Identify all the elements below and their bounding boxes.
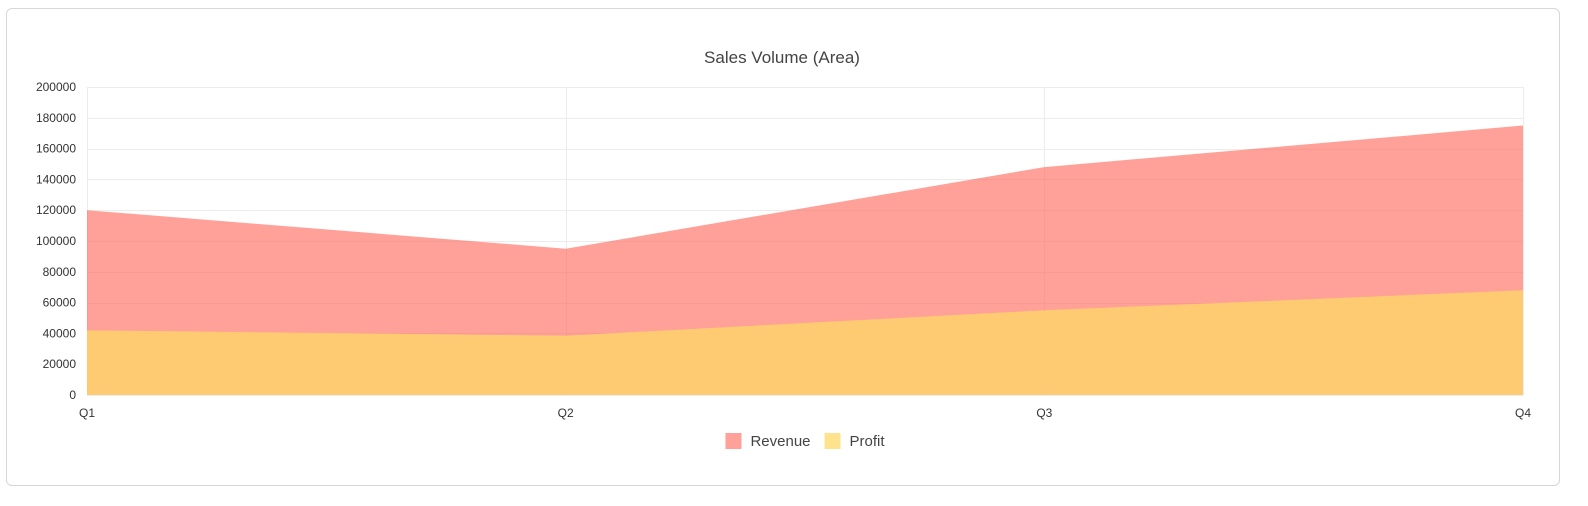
x-tick-label: Q4 (1515, 406, 1531, 420)
y-tick-label: 20000 (43, 357, 77, 371)
chart-legend[interactable]: Revenue Profit (725, 433, 885, 450)
legend-item-profit[interactable]: Profit (824, 433, 886, 450)
data-point-revenue[interactable] (1041, 164, 1047, 170)
x-tick-label: Q2 (558, 406, 574, 420)
data-point-revenue[interactable] (563, 246, 569, 252)
legend-label: Revenue (750, 433, 810, 450)
data-point-revenue[interactable] (1520, 123, 1526, 129)
y-tick-label: 80000 (43, 265, 77, 279)
data-point-profit[interactable] (84, 327, 90, 333)
y-tick-label: 140000 (36, 172, 76, 186)
data-point-revenue[interactable] (84, 207, 90, 213)
x-tick-label: Q1 (79, 406, 95, 420)
y-tick-label: 200000 (36, 80, 76, 94)
y-axis: 0 20000 40000 60000 80000 100000 120000 140000 1… (36, 80, 76, 402)
y-tick-label: 40000 (43, 326, 77, 340)
legend-swatch (824, 433, 841, 449)
legend-swatch (725, 433, 742, 449)
x-tick-label: Q3 (1036, 406, 1052, 420)
y-tick-label: 0 (69, 388, 76, 402)
y-tick-label: 60000 (43, 296, 77, 310)
chart-title: Sales Volume (Area) (704, 48, 860, 67)
y-tick-label: 100000 (36, 234, 76, 248)
y-tick-label: 180000 (36, 111, 76, 125)
data-point-profit[interactable] (1520, 287, 1526, 293)
y-tick-label: 120000 (36, 203, 76, 217)
chart-areas (84, 123, 1526, 395)
legend-item-revenue[interactable]: Revenue (725, 433, 811, 450)
data-point-profit[interactable] (563, 333, 569, 339)
data-point-profit[interactable] (1041, 307, 1047, 313)
y-tick-label: 160000 (36, 142, 76, 156)
legend-label: Profit (850, 433, 886, 450)
x-axis: Q1 Q2 Q3 Q4 (79, 406, 1531, 420)
area-series-profit[interactable] (87, 290, 1523, 395)
